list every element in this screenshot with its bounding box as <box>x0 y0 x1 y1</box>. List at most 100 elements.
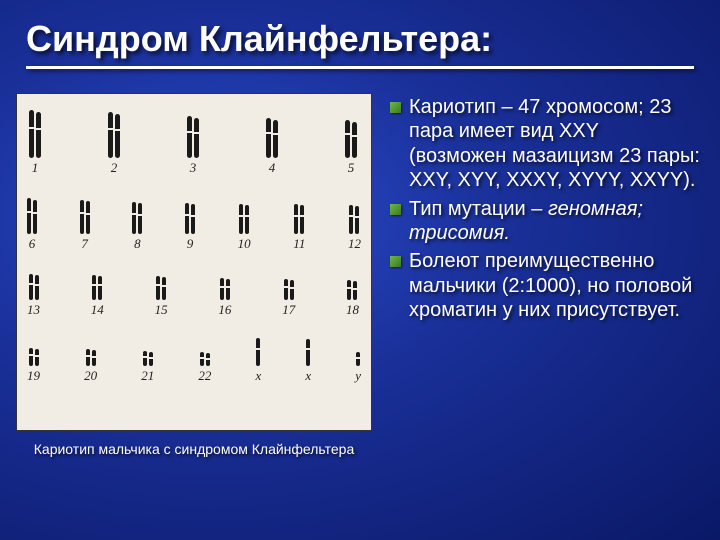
chromosome <box>143 351 147 366</box>
chromosome <box>29 348 33 366</box>
chromosome-set <box>266 108 278 158</box>
chromosome-pair: 11 <box>293 184 305 252</box>
chromosome-pair: 4 <box>266 108 278 176</box>
chromosome <box>220 278 224 300</box>
chromosome-pair: 21 <box>141 326 154 384</box>
chromosome-set <box>29 108 41 158</box>
chromosome <box>149 352 153 366</box>
chromosome <box>156 276 160 300</box>
chromosome-pair: 19 <box>27 326 40 384</box>
chromosome-pair: 6 <box>27 184 37 252</box>
chromosome <box>187 116 192 158</box>
bullet-item: Кариотип – 47 хромосом; 23 пара имеет ви… <box>390 95 700 193</box>
chromosome <box>256 338 260 366</box>
bullet-text: Болеют преимущественно мальчики (2:1000)… <box>409 249 700 322</box>
chromosome <box>194 118 199 158</box>
chromosome-pair: 12 <box>348 184 361 252</box>
chromosome <box>239 204 243 234</box>
chromosome-label: y <box>355 368 361 384</box>
chromosome-set <box>108 108 120 158</box>
karyotype-row: 12 3 45 <box>25 108 363 176</box>
chromosome-set <box>345 108 357 158</box>
chromosome <box>353 281 357 300</box>
bullet-marker-icon <box>390 204 401 215</box>
chromosome-set <box>356 326 360 366</box>
chromosome-pair: 10 <box>238 184 251 252</box>
chromosome-pair: 9 <box>185 184 195 252</box>
chromosome-pair: 8 <box>132 184 142 252</box>
chromosome-label: 12 <box>348 236 361 252</box>
chromosome <box>36 112 41 158</box>
chromosome-label: 16 <box>218 302 231 318</box>
chromosome-set <box>347 260 357 300</box>
chromosome-set <box>294 184 304 234</box>
bullet-item: Болеют преимущественно мальчики (2:1000)… <box>390 249 700 322</box>
chromosome-pair: 14 <box>91 260 104 318</box>
chromosome-pair: 17 <box>282 260 295 318</box>
chromosome-label: x <box>305 368 311 384</box>
chromosome-label: 21 <box>141 368 154 384</box>
chromosome-label: 22 <box>198 368 211 384</box>
chromosome <box>132 202 136 234</box>
chromosome <box>273 120 278 158</box>
karyotype-row: 6 7 8 9 10 11 12 <box>25 184 363 252</box>
chromosome <box>191 204 195 234</box>
chromosome-label: 19 <box>27 368 40 384</box>
chromosome-label: 15 <box>155 302 168 318</box>
chromosome-set <box>185 184 195 234</box>
karyotype-image: 12345678910111213141516171819202122xxy <box>16 93 372 431</box>
chromosome-label: 8 <box>134 236 141 252</box>
chromosome-pair: 5 <box>345 108 357 176</box>
chromosome <box>347 280 351 300</box>
chromosome-set <box>86 326 96 366</box>
bullet-list: Кариотип – 47 хромосом; 23 пара имеет ви… <box>372 93 700 457</box>
chromosome-pair: 22 <box>198 326 211 384</box>
chromosome-set <box>143 326 153 366</box>
chromosome <box>226 279 230 300</box>
chromosome <box>29 274 33 300</box>
chromosome-label: 9 <box>187 236 194 252</box>
chromosome-label: 11 <box>293 236 305 252</box>
bullet-marker-icon <box>390 102 401 113</box>
chromosome-set <box>27 184 37 234</box>
chromosome-label: 13 <box>27 302 40 318</box>
title-bar: Синдром Клайнфельтера: <box>0 0 720 85</box>
chromosome <box>80 200 84 234</box>
chromosome-set <box>284 260 294 300</box>
chromosome <box>349 205 353 234</box>
chromosome <box>306 339 310 366</box>
chromosome <box>355 206 359 234</box>
slide-title: Синдром Клайнфельтера: <box>26 18 694 60</box>
chromosome-label: 17 <box>282 302 295 318</box>
chromosome-pair: 20 <box>84 326 97 384</box>
chromosome <box>115 114 120 158</box>
chromosome-label: 14 <box>91 302 104 318</box>
chromosome-set <box>132 184 142 234</box>
chromosome-set <box>239 184 249 234</box>
chromosome-label: 18 <box>346 302 359 318</box>
chromosome-label: x <box>255 368 261 384</box>
chromosome-label: 6 <box>29 236 36 252</box>
chromosome-set <box>187 108 199 158</box>
chromosome <box>27 198 31 234</box>
chromosome-set <box>92 260 102 300</box>
bullet-item: Тип мутации – геномная; трисомия. <box>390 197 700 246</box>
karyotype-row: 13 14 15 16 17 18 <box>25 260 363 318</box>
chromosome-set <box>306 326 310 366</box>
bullet-text: Кариотип – 47 хромосом; 23 пара имеет ви… <box>409 95 700 193</box>
chromosome-pair: 13 <box>27 260 40 318</box>
chromosome <box>206 353 210 366</box>
chromosome-label: 7 <box>81 236 88 252</box>
chromosome-pair: 16 <box>218 260 231 318</box>
chromosome <box>29 110 34 158</box>
chromosome <box>86 201 90 234</box>
chromosome-pair: 7 <box>80 184 90 252</box>
chromosome-label: 3 <box>190 160 197 176</box>
chromosome-pair: 2 <box>108 108 120 176</box>
chromosome-label: 20 <box>84 368 97 384</box>
chromosome <box>92 350 96 366</box>
chromosome-set <box>156 260 166 300</box>
chromosome <box>35 275 39 300</box>
chromosome-pair: 1 <box>29 108 41 176</box>
chromosome <box>300 205 304 234</box>
